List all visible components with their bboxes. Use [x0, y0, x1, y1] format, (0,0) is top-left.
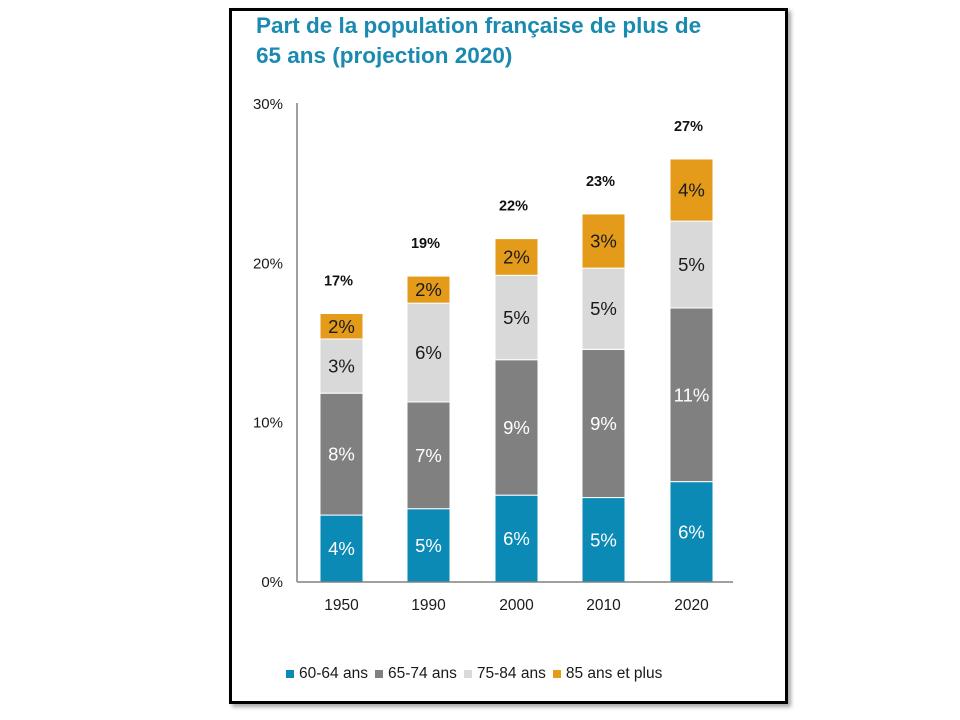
chart-title-line-2: 65 ans (projection 2020)	[256, 43, 513, 68]
total-label: 19%	[411, 236, 440, 252]
bar-stack-2010: 5% 9% 5% 3%	[581, 213, 626, 583]
bar-segment	[406, 275, 451, 304]
bar-segment	[669, 158, 714, 222]
y-tick-label: 10%	[253, 415, 283, 432]
bar-segment	[494, 494, 539, 583]
segment-label: 6%	[678, 521, 705, 542]
bar-segment	[581, 497, 626, 583]
segment-label: 5%	[590, 298, 617, 319]
segment-label: 6%	[415, 342, 442, 363]
bar-segment	[581, 267, 626, 350]
segment-label: 5%	[415, 535, 442, 556]
legend-label: 75-84 ans	[476, 665, 546, 682]
chart-title: Part de la population française de plus …	[256, 11, 756, 71]
y-tick-label: 30%	[253, 96, 283, 113]
bar-segment	[319, 313, 364, 340]
bar-stack-1950: 4% 8% 3% 2%	[319, 313, 364, 583]
bar-segment	[494, 359, 539, 496]
legend-swatch	[552, 670, 561, 678]
bar-segment	[494, 274, 539, 361]
total-label: 22%	[499, 199, 528, 215]
segment-label: 6%	[503, 528, 530, 549]
segment-label: 5%	[678, 254, 705, 275]
segment-label: 4%	[328, 538, 355, 559]
x-tick-label: 2000	[499, 597, 534, 614]
bar-stack-1990: 5% 7% 6% 2%	[406, 275, 451, 583]
segment-label: 5%	[590, 529, 617, 550]
legend-label: 85 ans et plus	[565, 665, 663, 682]
bar-segment	[319, 392, 364, 516]
bar-segment	[669, 307, 714, 483]
total-label: 17%	[324, 274, 353, 290]
segment-label: 9%	[503, 417, 530, 438]
legend-swatch	[463, 670, 472, 678]
segment-label: 5%	[503, 307, 530, 328]
bar-segment	[581, 348, 626, 499]
legend-swatch	[286, 670, 294, 678]
bar-segment	[406, 508, 451, 583]
total-labels: 17% 19% 22% 23% 27%	[324, 119, 703, 290]
bar-segment	[494, 238, 539, 276]
segment-label: 2%	[415, 279, 442, 300]
y-tick-label: 20%	[253, 255, 283, 272]
segment-label: 11%	[674, 384, 710, 405]
legend-item: 85 ans et plus	[552, 665, 663, 683]
bar-segment	[406, 302, 451, 403]
total-label: 23%	[586, 174, 615, 190]
chart-title-line-1: Part de la population française de plus …	[256, 13, 702, 38]
x-axis-ticks: 1950 1990 2000 2010 2020	[324, 597, 709, 614]
legend-label: 65-74 ans	[387, 665, 457, 682]
segment-label: 3%	[590, 231, 617, 252]
bar-stack-2000: 6% 9% 5% 2%	[494, 238, 539, 583]
y-tick-label: 0%	[261, 574, 283, 591]
y-axis-ticks: 0% 10% 20% 30%	[253, 96, 283, 591]
segment-label: 8%	[328, 444, 355, 465]
segment-label: 4%	[678, 180, 705, 201]
legend-item: 60-64 ans	[286, 665, 368, 683]
legend-label: 60-64 ans	[299, 665, 368, 682]
legend-item: 65-74 ans	[374, 665, 457, 683]
segment-label: 3%	[328, 356, 355, 377]
x-tick-label: 1990	[411, 597, 446, 614]
bar-segment	[669, 220, 714, 309]
segment-label: 2%	[328, 316, 355, 337]
bar-segment	[406, 401, 451, 510]
legend-swatch	[374, 670, 383, 678]
bar-stacks: 4% 8% 3% 2% 5% 7% 6% 2% 6% 9% 5% 2% 5% 9% 5% 3% 6% 11% 5% 4…	[319, 158, 714, 583]
x-tick-label: 2020	[674, 597, 709, 614]
x-tick-label: 2010	[586, 597, 621, 614]
segment-label: 9%	[590, 413, 617, 434]
x-tick-label: 1950	[324, 597, 359, 614]
legend-item: 75-84 ans	[463, 665, 546, 683]
segment-label: 7%	[415, 445, 442, 466]
total-label: 27%	[674, 119, 703, 135]
legend: 60-64 ans 65-74 ans 75-84 ans 85 ans et plu…	[286, 664, 669, 684]
bar-stack-2020: 6% 11% 5% 4%	[669, 158, 714, 583]
bar-segment	[581, 213, 626, 269]
bar-segment	[319, 514, 364, 583]
segment-label: 2%	[503, 246, 530, 267]
